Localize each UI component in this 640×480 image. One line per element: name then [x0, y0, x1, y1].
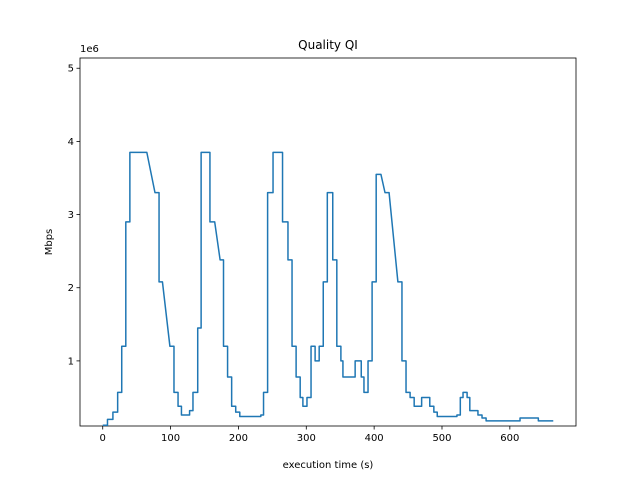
y-tick-label: 3	[68, 210, 74, 221]
x-tick-label: 600	[500, 433, 519, 444]
plot-frame	[79, 57, 577, 427]
data-line	[102, 151, 554, 427]
x-tick-label: 500	[432, 433, 451, 444]
x-tick-label: 400	[365, 433, 384, 444]
x-axis-label: execution time (s)	[283, 460, 374, 471]
y-tick-label: 4	[68, 137, 74, 148]
y-tick-label: 1	[68, 356, 74, 367]
y-axis-label: Mbps	[44, 229, 55, 256]
y-tick-label: 2	[68, 283, 74, 294]
chart-title: Quality QI	[298, 38, 358, 52]
x-tick-label: 100	[161, 433, 180, 444]
x-tick-label: 300	[297, 433, 316, 444]
x-tick-label: 200	[229, 433, 248, 444]
y-tick-label: 5	[68, 64, 74, 75]
x-tick-label: 0	[100, 433, 106, 444]
y-offset-label: 1e6	[80, 44, 99, 55]
